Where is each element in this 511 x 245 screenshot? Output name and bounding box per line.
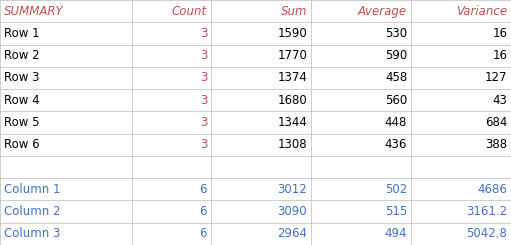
Text: 3: 3 (200, 116, 207, 129)
Text: 1374: 1374 (277, 72, 307, 85)
Text: 16: 16 (492, 27, 507, 40)
Text: 502: 502 (385, 183, 407, 196)
Text: 458: 458 (385, 72, 407, 85)
Text: 560: 560 (385, 94, 407, 107)
Text: 6: 6 (200, 183, 207, 196)
Text: 43: 43 (492, 94, 507, 107)
Text: 6: 6 (200, 227, 207, 240)
Text: 5042.8: 5042.8 (467, 227, 507, 240)
Text: Average: Average (358, 5, 407, 18)
Text: 590: 590 (385, 49, 407, 62)
Text: 1590: 1590 (277, 27, 307, 40)
Text: Row 4: Row 4 (4, 94, 39, 107)
Text: 4686: 4686 (477, 183, 507, 196)
Text: SUMMARY: SUMMARY (4, 5, 63, 18)
Text: Row 6: Row 6 (4, 138, 39, 151)
Text: 3: 3 (200, 27, 207, 40)
Text: 127: 127 (485, 72, 507, 85)
Text: 494: 494 (385, 227, 407, 240)
Text: 3: 3 (200, 94, 207, 107)
Text: 3012: 3012 (277, 183, 307, 196)
Text: 16: 16 (492, 49, 507, 62)
Text: Row 5: Row 5 (4, 116, 39, 129)
Text: 1680: 1680 (277, 94, 307, 107)
Text: Column 1: Column 1 (4, 183, 60, 196)
Text: Row 1: Row 1 (4, 27, 39, 40)
Text: 1344: 1344 (277, 116, 307, 129)
Text: Row 3: Row 3 (4, 72, 39, 85)
Text: 530: 530 (385, 27, 407, 40)
Text: 515: 515 (385, 205, 407, 218)
Text: Column 3: Column 3 (4, 227, 60, 240)
Text: 3161.2: 3161.2 (466, 205, 507, 218)
Text: 2964: 2964 (277, 227, 307, 240)
Text: 3090: 3090 (277, 205, 307, 218)
Text: 3: 3 (200, 72, 207, 85)
Text: 436: 436 (385, 138, 407, 151)
Text: 388: 388 (485, 138, 507, 151)
Text: Variance: Variance (456, 5, 507, 18)
Text: 684: 684 (485, 116, 507, 129)
Text: Row 2: Row 2 (4, 49, 39, 62)
Text: 3: 3 (200, 49, 207, 62)
Text: Column 2: Column 2 (4, 205, 60, 218)
Text: 6: 6 (200, 205, 207, 218)
Text: 3: 3 (200, 138, 207, 151)
Text: 448: 448 (385, 116, 407, 129)
Text: 1308: 1308 (277, 138, 307, 151)
Text: Count: Count (172, 5, 207, 18)
Text: Sum: Sum (281, 5, 307, 18)
Text: 1770: 1770 (277, 49, 307, 62)
